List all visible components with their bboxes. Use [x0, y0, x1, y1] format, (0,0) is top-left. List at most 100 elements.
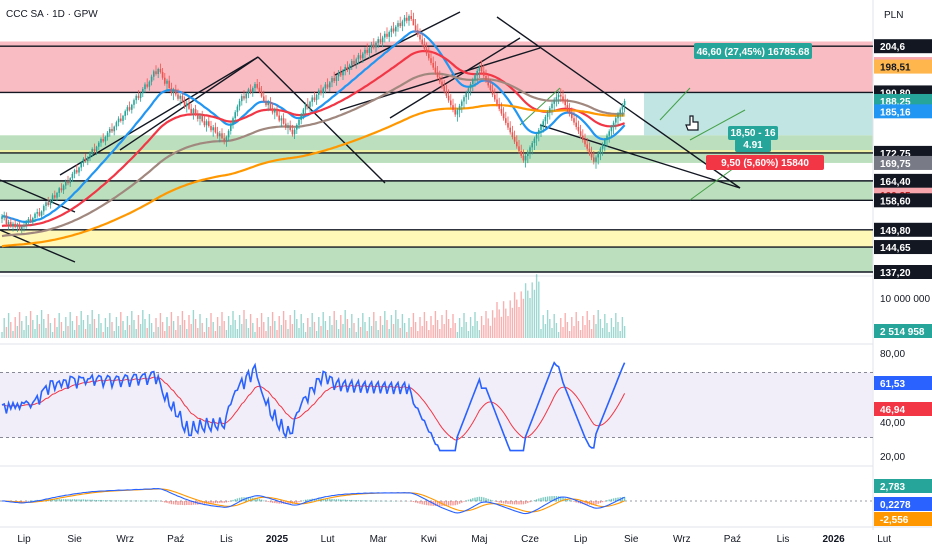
candle-body — [47, 202, 49, 205]
macd-histogram-bar — [84, 499, 87, 502]
candle-body — [355, 59, 357, 64]
volume-bar — [271, 312, 274, 338]
volume-bar — [348, 328, 351, 338]
volume-bar — [267, 317, 269, 338]
volume-bar — [282, 311, 285, 338]
macd-histogram-bar — [133, 500, 135, 502]
volume-bar — [38, 324, 41, 338]
macd-histogram-bar — [373, 500, 375, 502]
macd-histogram-bar — [476, 497, 478, 502]
candle-body — [122, 115, 124, 121]
candle-body — [205, 121, 208, 126]
volume-bar — [43, 319, 45, 338]
macd-histogram-bar — [430, 501, 432, 506]
candle-body — [465, 92, 467, 98]
volume-bar — [432, 325, 434, 338]
volume-bar — [472, 326, 474, 338]
volume-bar — [126, 316, 129, 338]
candle-body — [500, 108, 503, 114]
macd-histogram-bar — [241, 497, 243, 502]
candle-body — [192, 109, 195, 114]
volume-bar — [120, 312, 122, 338]
volume-bar — [201, 323, 203, 338]
volume-bar — [256, 318, 258, 338]
candle-body — [480, 66, 483, 72]
volume-bar — [274, 321, 276, 338]
volume-bar — [54, 318, 56, 338]
candle-body — [564, 100, 566, 106]
macd-histogram-bar — [144, 500, 146, 502]
volume-bar — [392, 324, 395, 338]
macd-histogram-bar — [520, 501, 522, 505]
candle-body — [384, 33, 386, 38]
zone-2 — [0, 150, 873, 153]
macd-histogram-bar — [621, 497, 624, 502]
macd-histogram-bar — [342, 499, 344, 502]
macd-histogram-bar — [82, 499, 85, 502]
candle-body — [447, 95, 450, 101]
volume-bar — [489, 325, 492, 338]
candle-body — [98, 142, 100, 147]
ma-line-50 — [1, 49, 626, 228]
macd-histogram-bar — [106, 500, 109, 502]
macd-last-label-1: 0,2278 — [880, 500, 911, 511]
time-label-6: Lut — [321, 534, 335, 545]
volume-bar — [223, 321, 225, 338]
volume-last-tag — [874, 324, 932, 338]
candle-body — [256, 84, 258, 88]
volume-bar — [115, 317, 118, 338]
macd-histogram-bar — [324, 498, 327, 502]
macd-histogram-bar — [131, 500, 133, 502]
macd-histogram-bar — [307, 499, 309, 502]
macd-histogram-bar — [89, 499, 91, 502]
candle-body — [18, 225, 21, 230]
volume-bar — [300, 314, 302, 338]
macd-histogram-bar — [390, 500, 393, 502]
volume-bar — [590, 329, 593, 338]
macd-histogram-bar — [225, 501, 228, 503]
volume-bar — [82, 320, 85, 338]
macd-histogram-bar — [489, 499, 492, 502]
rsi-last-tag-0 — [874, 376, 932, 390]
macd-histogram-bar — [236, 498, 239, 502]
candle-body — [71, 173, 74, 179]
macd-histogram-bar — [212, 501, 214, 504]
volume-bar — [285, 320, 287, 338]
grid-lines — [0, 0, 874, 530]
annotation-box-1 — [728, 126, 778, 140]
volume-bar — [320, 326, 322, 338]
macd-histogram-bar — [562, 497, 564, 502]
candle-body — [38, 212, 41, 216]
macd-histogram-bar — [412, 501, 415, 503]
candle-body — [287, 125, 289, 128]
candle-body — [1, 216, 3, 220]
projection-arrow-3 — [519, 87, 561, 126]
macd-histogram-bar — [467, 499, 470, 502]
candlesticks — [1, 10, 626, 234]
volume-bar — [232, 311, 234, 338]
macd-histogram-bar — [610, 498, 613, 502]
macd-histogram-bar — [344, 499, 346, 502]
volume-bar — [137, 315, 140, 338]
candle-body — [104, 136, 107, 142]
macd-histogram-bar — [535, 499, 538, 502]
volume-bar — [269, 326, 272, 338]
candle-body — [161, 71, 164, 78]
candle-body — [307, 104, 309, 108]
volume-bar — [357, 318, 360, 338]
candle-body — [417, 30, 419, 35]
volume-bar — [397, 319, 399, 338]
macd-histogram-bar — [172, 501, 175, 505]
macd-histogram-bar — [351, 499, 353, 502]
candle-body — [333, 78, 335, 82]
candle-body — [582, 135, 584, 140]
macd-histogram-bar — [234, 499, 236, 502]
price-tag-13 — [874, 265, 932, 279]
candle-body — [621, 105, 624, 110]
candle-body — [599, 148, 602, 154]
candle-body — [179, 95, 181, 99]
macd-histogram-bar — [117, 500, 120, 502]
candle-body — [131, 104, 133, 110]
macd-histogram-bar — [62, 499, 65, 502]
